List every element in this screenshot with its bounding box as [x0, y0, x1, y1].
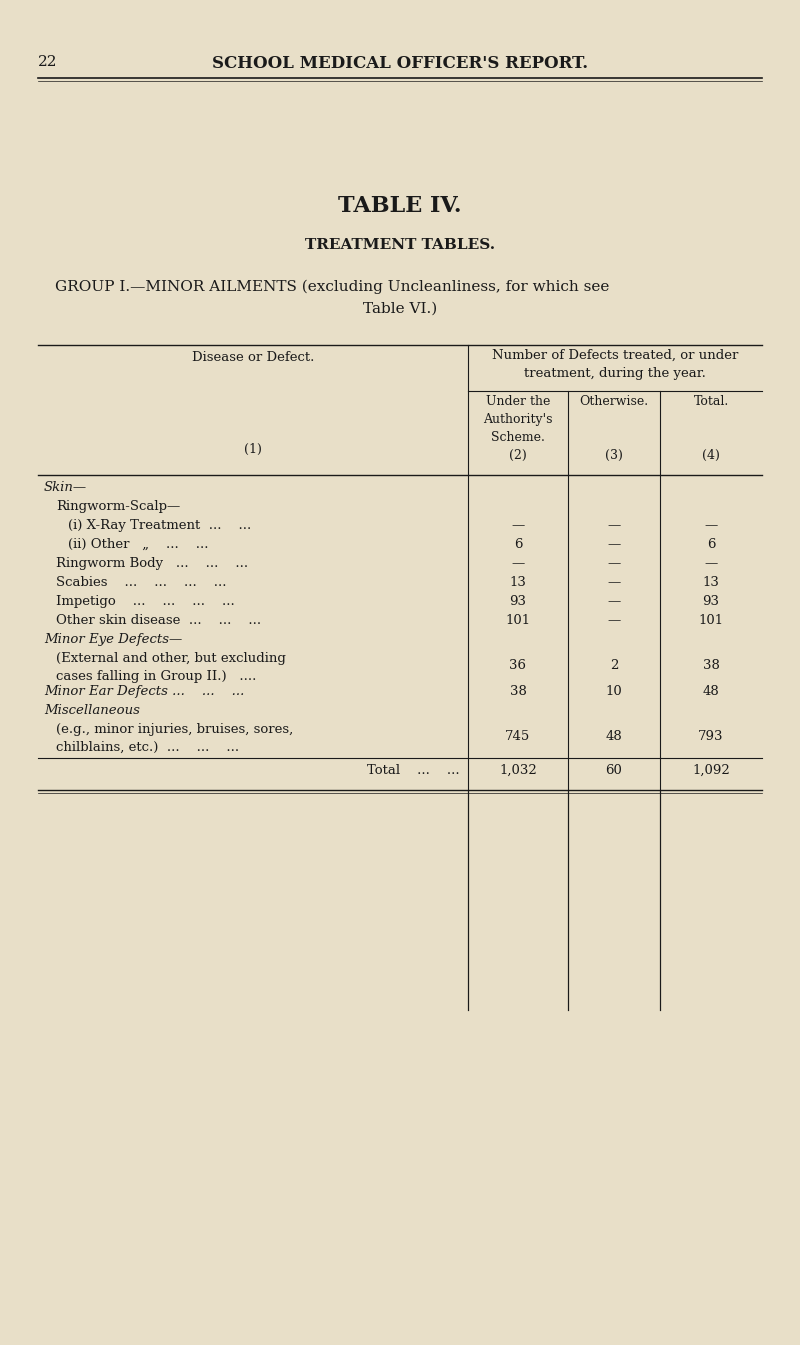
- Text: 22: 22: [38, 55, 58, 69]
- Text: (External and other, but excluding
cases falling in Group II.)   ....: (External and other, but excluding cases…: [56, 652, 286, 683]
- Text: Ringworm-Scalp—: Ringworm-Scalp—: [56, 500, 180, 512]
- Text: 101: 101: [506, 615, 530, 627]
- Text: 6: 6: [706, 538, 715, 551]
- Text: —: —: [511, 519, 525, 533]
- Text: Scabies    ...    ...    ...    ...: Scabies ... ... ... ...: [56, 576, 226, 589]
- Text: (1): (1): [244, 443, 262, 456]
- Text: 101: 101: [698, 615, 723, 627]
- Text: —: —: [607, 519, 621, 533]
- Text: Otherwise.


(3): Otherwise. (3): [579, 395, 649, 461]
- Text: Skin—: Skin—: [44, 482, 87, 494]
- Text: 2: 2: [610, 659, 618, 672]
- Text: 1,092: 1,092: [692, 764, 730, 777]
- Text: (i) X-Ray Treatment  ...    ...: (i) X-Ray Treatment ... ...: [68, 519, 251, 533]
- Text: 13: 13: [510, 576, 526, 589]
- Text: Table VI.): Table VI.): [363, 303, 437, 316]
- Text: —: —: [607, 557, 621, 570]
- Text: 36: 36: [510, 659, 526, 672]
- Text: Minor Eye Defects—: Minor Eye Defects—: [44, 633, 182, 646]
- Text: TABLE IV.: TABLE IV.: [338, 195, 462, 217]
- Text: GROUP I.—MINOR AILMENTS (excluding Uncleanliness, for which see: GROUP I.—MINOR AILMENTS (excluding Uncle…: [55, 280, 610, 295]
- Text: 93: 93: [702, 594, 719, 608]
- Text: 745: 745: [506, 730, 530, 742]
- Text: SCHOOL MEDICAL OFFICER'S REPORT.: SCHOOL MEDICAL OFFICER'S REPORT.: [212, 55, 588, 73]
- Text: 6: 6: [514, 538, 522, 551]
- Text: 38: 38: [702, 659, 719, 672]
- Text: —: —: [704, 519, 718, 533]
- Text: 48: 48: [702, 685, 719, 698]
- Text: Under the
Authority's
Scheme.
(2): Under the Authority's Scheme. (2): [483, 395, 553, 461]
- Text: 10: 10: [606, 685, 622, 698]
- Text: 13: 13: [702, 576, 719, 589]
- Text: (e.g., minor injuries, bruises, sores,
chilblains, etc.)  ...    ...    ...: (e.g., minor injuries, bruises, sores, c…: [56, 724, 294, 755]
- Text: 48: 48: [606, 730, 622, 742]
- Text: Impetigo    ...    ...    ...    ...: Impetigo ... ... ... ...: [56, 594, 234, 608]
- Text: 93: 93: [510, 594, 526, 608]
- Text: 793: 793: [698, 730, 724, 742]
- Text: Miscellaneous: Miscellaneous: [44, 703, 140, 717]
- Text: —: —: [607, 538, 621, 551]
- Text: —: —: [704, 557, 718, 570]
- Text: Total.


(4): Total. (4): [694, 395, 729, 461]
- Text: —: —: [607, 576, 621, 589]
- Text: Other skin disease  ...    ...    ...: Other skin disease ... ... ...: [56, 615, 261, 627]
- Text: Minor Ear Defects ...    ...    ...: Minor Ear Defects ... ... ...: [44, 685, 244, 698]
- Text: Ringworm Body   ...    ...    ...: Ringworm Body ... ... ...: [56, 557, 248, 570]
- Text: —: —: [607, 615, 621, 627]
- Text: 60: 60: [606, 764, 622, 777]
- Text: Disease or Defect.: Disease or Defect.: [192, 351, 314, 364]
- Text: Number of Defects treated, or under
treatment, during the year.: Number of Defects treated, or under trea…: [492, 348, 738, 381]
- Text: (ii) Other   „    ...    ...: (ii) Other „ ... ...: [68, 538, 209, 551]
- Text: TREATMENT TABLES.: TREATMENT TABLES.: [305, 238, 495, 252]
- Text: 38: 38: [510, 685, 526, 698]
- Text: —: —: [511, 557, 525, 570]
- Text: 1,032: 1,032: [499, 764, 537, 777]
- Text: Total    ...    ...: Total ... ...: [367, 764, 460, 777]
- Text: —: —: [607, 594, 621, 608]
